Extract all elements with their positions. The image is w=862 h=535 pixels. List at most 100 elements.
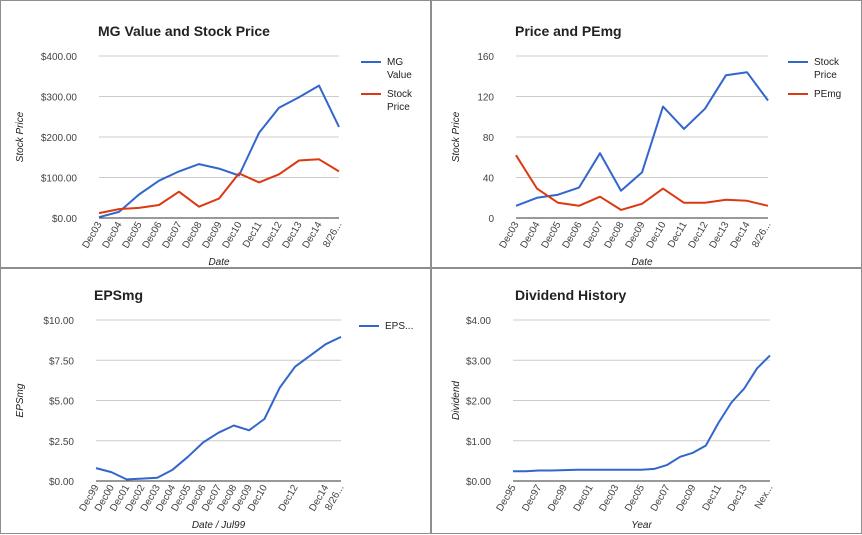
data-point-mg-value	[157, 179, 161, 183]
data-point-eps	[217, 431, 221, 435]
legend-label: Price	[814, 70, 837, 81]
data-point-dividend	[665, 463, 669, 467]
data-point-pemg	[514, 153, 518, 157]
data-point-dividend	[717, 421, 721, 425]
x-axis-title: Date	[631, 257, 653, 268]
dividend-history-chart: Dividend History $0.00 $1.00 $2.00 $3.00 $4.0…	[451, 287, 776, 531]
x-tick-label: Dec95	[495, 483, 519, 514]
data-point-stock-price	[177, 190, 181, 194]
x-tick-label: 8/26...	[750, 220, 773, 250]
data-point-pemg	[598, 195, 602, 199]
data-point-dividend	[575, 468, 579, 472]
series-line-dividend	[513, 354, 771, 473]
data-point-eps	[262, 417, 266, 421]
data-point-eps	[140, 477, 144, 481]
data-point-stock-price	[556, 193, 560, 197]
data-point-eps	[324, 342, 328, 346]
mg-value-chart: MG Value and Stock Price $0.00 $100.00 $200…	[15, 23, 413, 268]
x-tick-label: Dec10	[645, 220, 669, 251]
data-point-stock-price	[766, 99, 770, 103]
epsmg-chart: EPSmg$0.00$2.50$5.00$7.50$10.00Dec99Dec0…	[15, 287, 413, 531]
series-line-stock-price	[98, 158, 340, 215]
data-point-dividend	[550, 469, 554, 473]
x-tick-label: Dec12	[277, 483, 301, 514]
x-tick-label: Dec09	[675, 483, 699, 514]
y-tick-label: $2.00	[466, 397, 491, 408]
x-tick-label: Dec97	[520, 483, 544, 514]
y-tick-label: 80	[483, 133, 495, 144]
data-point-dividend	[588, 468, 592, 472]
data-point-pemg	[619, 208, 623, 212]
data-point-stock-price	[598, 151, 602, 155]
y-tick-label: 0	[488, 214, 494, 225]
data-point-dividend	[768, 353, 772, 357]
y-tick-label: $3.00	[466, 356, 491, 367]
data-point-dividend	[537, 469, 541, 473]
chart-title: MG Value and Stock Price	[98, 23, 270, 39]
x-axis-title: Date / Jul99	[192, 520, 246, 531]
data-point-stock-price	[157, 203, 161, 207]
legend-label: PEmg	[814, 89, 841, 100]
data-point-eps	[339, 335, 343, 339]
data-point-stock-price	[619, 189, 623, 193]
chart-panel-mg-value: MG Value and Stock Price $0.00 $100.00 $200…	[0, 0, 431, 268]
series-line-stock-price	[515, 71, 769, 207]
data-point-stock-price	[277, 172, 281, 176]
x-axis-title: Date	[208, 257, 230, 268]
data-point-stock-price	[117, 207, 121, 211]
y-tick-label: $100.00	[41, 174, 78, 185]
y-tick-label: $200.00	[41, 133, 78, 144]
y-tick-label: $300.00	[41, 93, 78, 104]
data-point-stock-price	[317, 157, 321, 161]
data-point-mg-value	[257, 131, 261, 135]
data-point-stock-price	[237, 171, 241, 175]
data-point-dividend	[729, 401, 733, 405]
data-point-mg-value	[297, 95, 301, 99]
data-point-mg-value	[317, 84, 321, 88]
x-tick-label: Dec01	[572, 483, 596, 514]
chart-panel-dividend: Dividend History $0.00 $1.00 $2.00 $3.00 $4.0…	[431, 268, 862, 534]
legend-label: Stock	[387, 89, 413, 100]
y-tick-label: $2.50	[49, 437, 74, 448]
data-point-mg-value	[277, 106, 281, 110]
data-point-stock-price	[137, 206, 141, 210]
legend-label: Stock	[814, 57, 840, 68]
y-tick-label: 40	[483, 174, 495, 185]
data-point-eps	[94, 466, 98, 470]
data-point-dividend	[755, 366, 759, 370]
data-point-eps	[278, 386, 282, 390]
series-line-eps	[95, 335, 342, 481]
data-point-mg-value	[97, 215, 101, 219]
data-point-stock-price	[577, 186, 581, 190]
data-point-dividend	[652, 467, 656, 471]
data-point-dividend	[614, 468, 618, 472]
data-point-stock-price	[217, 197, 221, 201]
y-tick-label: $400.00	[41, 52, 78, 63]
x-tick-label: Dec99	[546, 483, 570, 514]
data-point-mg-value	[197, 162, 201, 166]
legend-label: MG	[387, 57, 403, 68]
data-point-eps	[201, 440, 205, 444]
x-tick-label: Dec14	[729, 220, 753, 251]
y-tick-label: $0.00	[466, 477, 491, 488]
data-point-pemg	[535, 187, 539, 191]
data-point-eps	[186, 455, 190, 459]
data-point-dividend	[524, 469, 528, 473]
data-point-pemg	[724, 198, 728, 202]
x-tick-label: Dec03	[597, 483, 621, 514]
data-point-eps	[171, 468, 175, 472]
x-tick-label: Dec10	[221, 220, 245, 251]
y-tick-label: 120	[477, 93, 494, 104]
y-axis-title: Stock Price	[15, 111, 26, 162]
data-point-pemg	[682, 201, 686, 205]
x-tick-label: Dec14	[301, 220, 325, 251]
data-point-eps	[232, 423, 236, 427]
data-point-stock-price	[197, 205, 201, 209]
data-point-stock-price	[337, 169, 341, 173]
data-point-pemg	[745, 199, 749, 203]
y-axis-title: Dividend	[451, 381, 462, 420]
data-point-stock-price	[514, 204, 518, 208]
x-tick-label: Dec07	[649, 483, 673, 514]
x-tick-label: Dec11	[701, 483, 725, 513]
data-point-eps	[308, 353, 312, 357]
